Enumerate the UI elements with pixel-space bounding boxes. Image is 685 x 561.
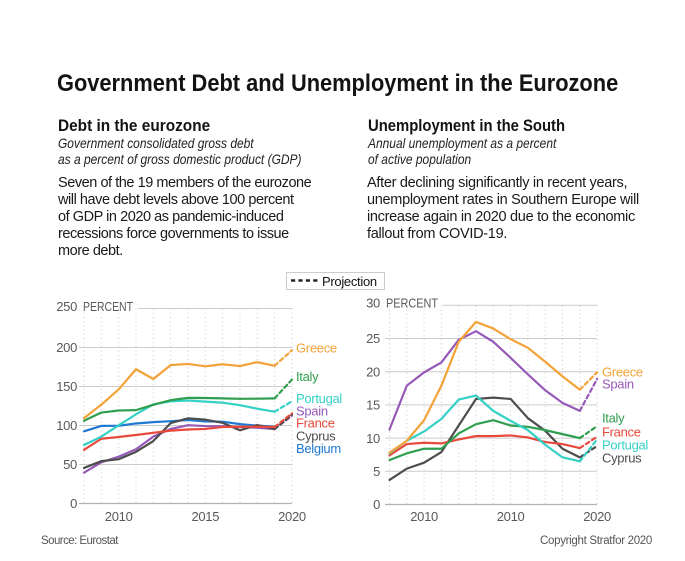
svg-text:2010: 2010 [497, 509, 525, 524]
svg-text:2015: 2015 [191, 509, 219, 524]
svg-text:PERCENT: PERCENT [386, 296, 438, 311]
svg-text:Spain: Spain [296, 403, 328, 418]
svg-text:50: 50 [63, 457, 77, 472]
svg-text:2020: 2020 [583, 509, 611, 524]
svg-text:0: 0 [373, 497, 380, 512]
svg-text:Italy: Italy [602, 411, 625, 426]
svg-text:PERCENT: PERCENT [83, 299, 133, 314]
svg-text:France: France [296, 416, 335, 431]
svg-text:150: 150 [56, 379, 77, 394]
svg-text:Spain: Spain [602, 377, 634, 392]
svg-text:Belgium: Belgium [296, 441, 341, 456]
svg-text:Greece: Greece [602, 365, 643, 380]
svg-text:15: 15 [366, 398, 380, 413]
svg-text:20: 20 [366, 364, 380, 379]
svg-text:Italy: Italy [296, 369, 319, 384]
svg-text:Cyprus: Cyprus [296, 429, 336, 444]
svg-text:10: 10 [366, 431, 380, 446]
svg-text:5: 5 [373, 464, 380, 479]
svg-text:Portugal: Portugal [296, 391, 342, 406]
svg-text:2020: 2020 [278, 509, 306, 524]
svg-text:0: 0 [70, 496, 77, 511]
svg-text:100: 100 [56, 418, 77, 433]
svg-text:Portugal: Portugal [602, 438, 648, 453]
svg-text:250: 250 [56, 299, 77, 314]
svg-text:Greece: Greece [296, 340, 337, 355]
svg-text:2010: 2010 [410, 509, 438, 524]
svg-text:200: 200 [56, 340, 77, 355]
svg-text:Cyprus: Cyprus [602, 450, 642, 465]
svg-text:2010: 2010 [105, 509, 133, 524]
svg-text:30: 30 [366, 296, 380, 311]
svg-text:25: 25 [366, 331, 380, 346]
svg-text:France: France [602, 424, 641, 439]
